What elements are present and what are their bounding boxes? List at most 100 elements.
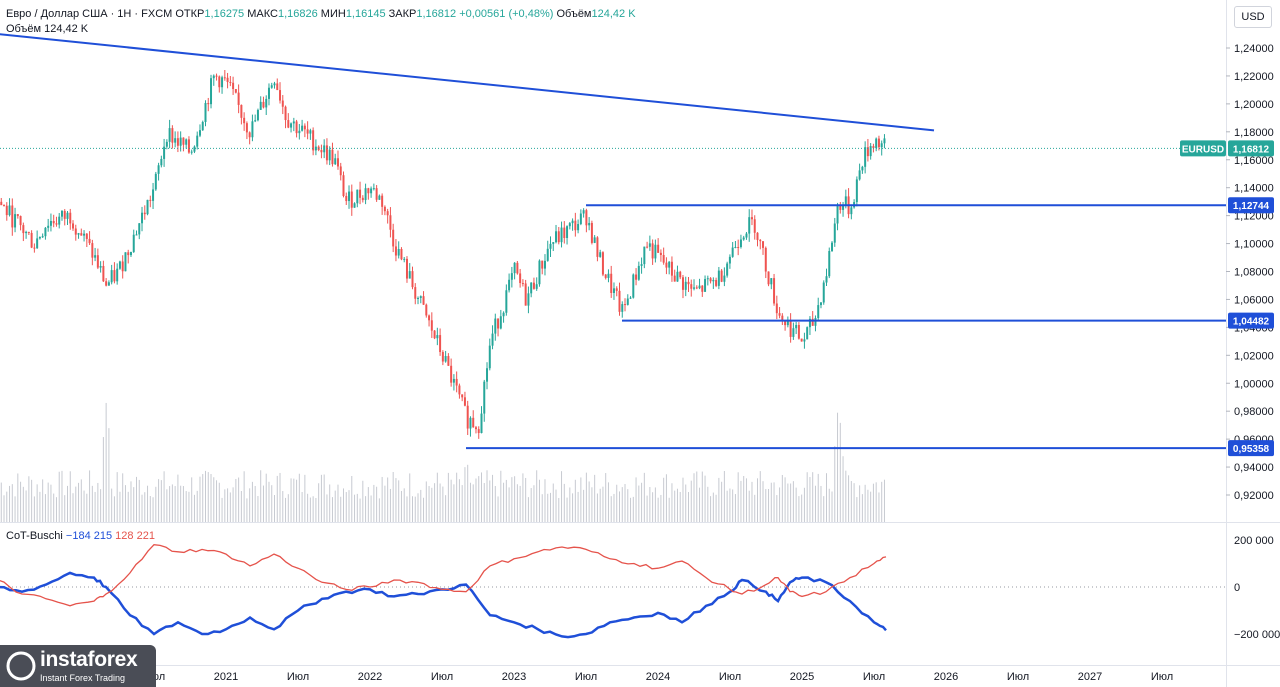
- candle-body: [775, 303, 778, 314]
- price-tick-label: 1,24000: [1234, 43, 1274, 55]
- candle-body: [452, 378, 455, 383]
- candle-body: [160, 158, 163, 166]
- candle-body: [118, 261, 121, 269]
- volume-bar: [80, 479, 82, 522]
- volume-bar: [119, 491, 121, 522]
- candle-body: [858, 170, 861, 180]
- volume-bar: [260, 470, 262, 522]
- volume-bar: [285, 497, 287, 522]
- candle-body: [546, 248, 549, 261]
- candle-body: [171, 128, 174, 143]
- volume-bar: [307, 493, 309, 522]
- volume-bar: [436, 472, 438, 522]
- candle-body: [383, 206, 386, 212]
- candle-body: [80, 233, 83, 236]
- candle-body: [864, 147, 867, 167]
- candle-body: [221, 77, 224, 88]
- volume-bar: [566, 497, 568, 522]
- candle-body: [582, 210, 585, 214]
- candle-body: [0, 201, 3, 206]
- volume-bar: [842, 456, 844, 522]
- candle-body: [91, 243, 94, 258]
- candle-body: [883, 138, 886, 144]
- candle-body: [168, 128, 171, 142]
- time-tick-label: Июл: [1151, 671, 1173, 683]
- volume-bar: [420, 489, 422, 522]
- candle-body: [353, 203, 356, 208]
- candle-body: [439, 335, 442, 353]
- volume-bar: [848, 475, 850, 522]
- volume-bar: [227, 488, 229, 522]
- currency-button[interactable]: USD: [1234, 6, 1272, 28]
- volume-bar: [191, 477, 193, 522]
- candle-body: [30, 232, 33, 248]
- candle-body: [99, 265, 102, 268]
- candle-body: [245, 123, 248, 133]
- volume-bar: [522, 473, 524, 522]
- candle-body: [375, 188, 378, 200]
- volume-bar: [232, 487, 234, 522]
- candle-body: [182, 137, 185, 145]
- volume-bar: [864, 484, 866, 522]
- candle-body: [604, 274, 607, 278]
- candle-body: [386, 211, 389, 216]
- candle-body: [659, 252, 662, 256]
- volume-bar: [246, 498, 248, 522]
- candle-body: [339, 166, 342, 176]
- volume-bar: [734, 494, 736, 522]
- candle-body: [781, 315, 784, 321]
- volume-bar: [326, 494, 328, 522]
- volume-bar: [530, 488, 532, 522]
- candle-body: [510, 273, 513, 280]
- candle-body: [557, 231, 560, 243]
- volume-bar: [409, 473, 411, 522]
- candle-body: [486, 368, 489, 382]
- volume-bar: [550, 492, 551, 522]
- volume-bar: [519, 485, 521, 522]
- candle-body: [566, 226, 569, 238]
- candle-body: [441, 352, 444, 362]
- candle-body: [243, 117, 246, 124]
- candle-body: [447, 356, 450, 366]
- volume-bar: [837, 412, 839, 522]
- volume-bar: [696, 471, 698, 522]
- candle-body: [25, 231, 28, 234]
- candle-body: [428, 315, 431, 321]
- volume-bar: [3, 495, 5, 522]
- volume-bar: [373, 484, 375, 522]
- candle-body: [33, 247, 36, 249]
- volume-bar: [133, 487, 135, 522]
- volume-bar: [773, 482, 775, 522]
- volume-bar: [541, 494, 543, 522]
- volume-bar: [177, 474, 179, 522]
- volume-bar: [450, 479, 452, 522]
- volume-bar: [365, 496, 367, 522]
- candle-body: [187, 139, 190, 153]
- volume-bar: [779, 487, 781, 522]
- volume-bar: [89, 470, 91, 522]
- volume-bar: [660, 494, 662, 522]
- time-tick-label: Июл: [1007, 671, 1029, 683]
- volume-bar: [94, 491, 96, 522]
- volume-bar: [6, 491, 8, 522]
- candle-body: [36, 238, 39, 249]
- candle-body: [163, 146, 166, 159]
- candle-body: [69, 212, 72, 224]
- volume-bar: [359, 498, 361, 522]
- candle-body: [850, 207, 853, 215]
- time-tick-label: Июл: [287, 671, 309, 683]
- volume-bar: [561, 471, 563, 522]
- volume-bar: [453, 484, 455, 522]
- volume-bar: [715, 494, 717, 522]
- candle-body: [585, 210, 588, 226]
- candle-body: [152, 189, 155, 201]
- volume-bar: [743, 476, 745, 522]
- volume-bar: [585, 472, 587, 522]
- candle-body: [577, 224, 580, 231]
- candle-body: [720, 270, 723, 282]
- volume-bar: [434, 483, 436, 522]
- volume-bar: [11, 484, 13, 522]
- volume-bar: [657, 497, 659, 522]
- candle-body: [750, 217, 753, 220]
